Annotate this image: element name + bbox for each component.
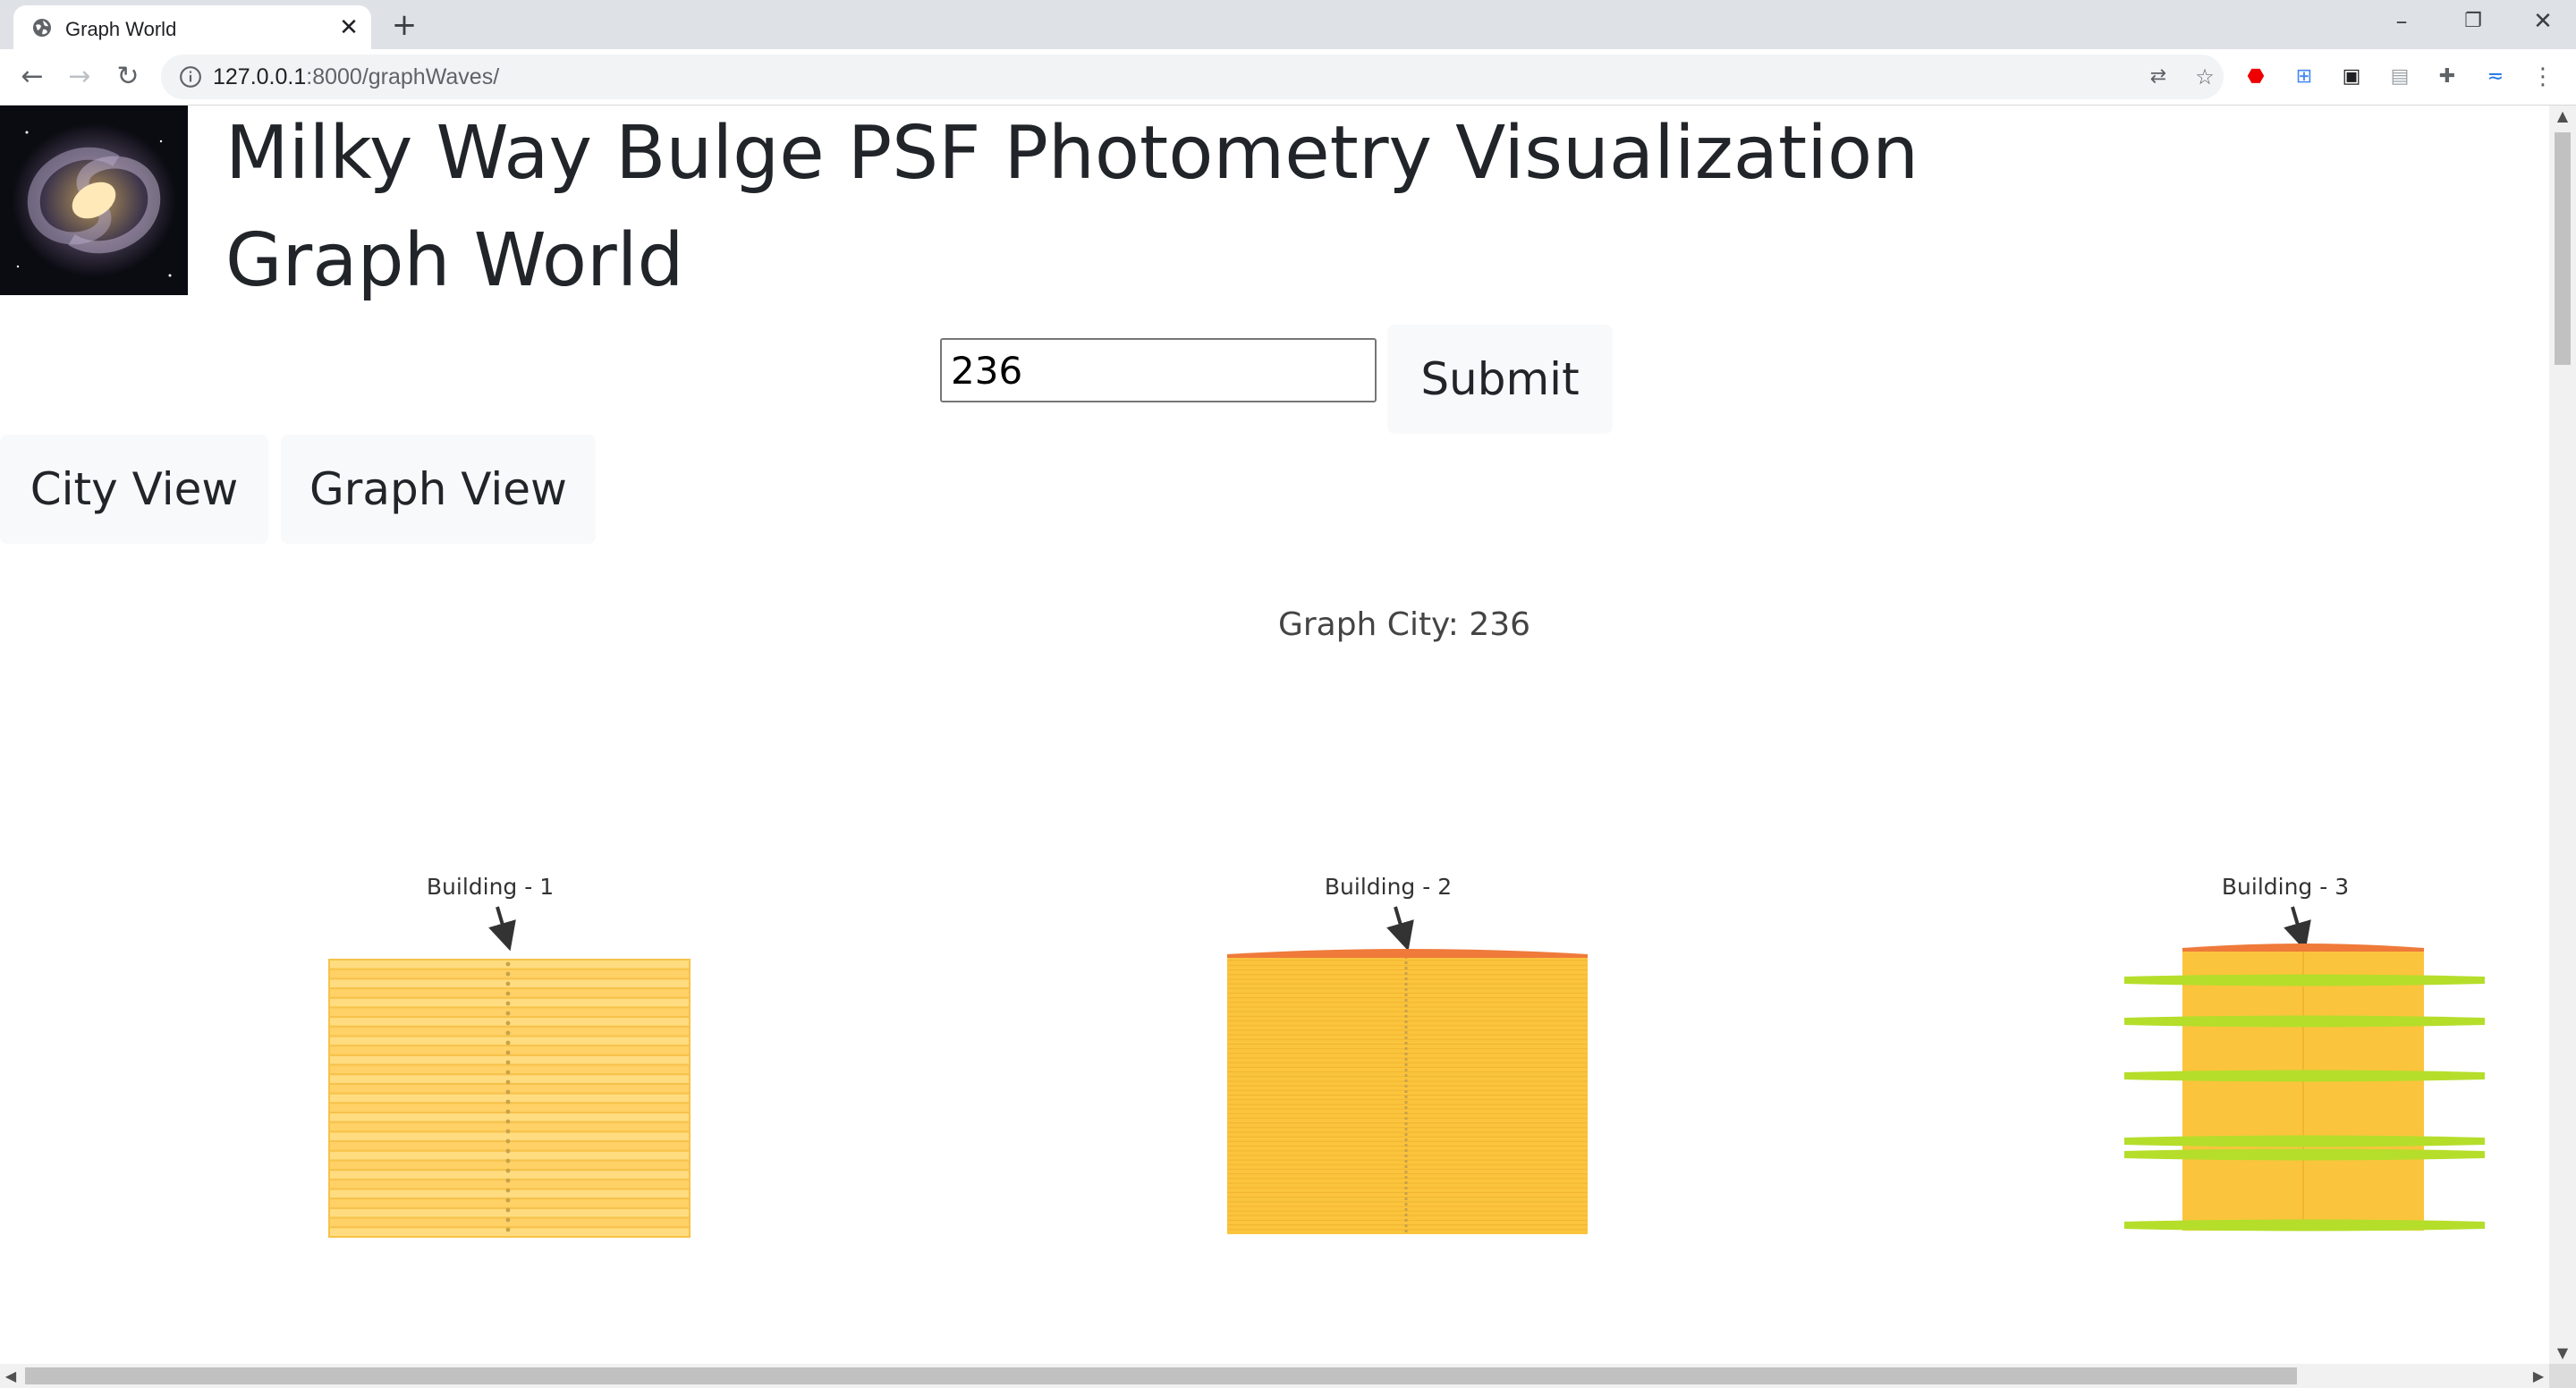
building-spine-dot [505, 1011, 511, 1016]
url-text[interactable]: 127.0.0.1:8000/graphWaves/ [213, 64, 500, 89]
building-ledge [2124, 1135, 2485, 1147]
terminal-extension-icon[interactable]: ▣ [2342, 65, 2361, 88]
tab-title: Graph World [65, 18, 177, 40]
building-spine-dot [505, 1099, 511, 1104]
building-spine-dot [505, 1158, 511, 1164]
building-spine-dot [505, 1217, 511, 1223]
building-spine-dot [505, 981, 511, 986]
page-title: Milky Way Bulge PSF Photometry Visualiza… [225, 111, 1919, 196]
city-scene: Building - 1 Building - 2 Building - 3 [328, 874, 2485, 1238]
scroll-right-icon[interactable]: ▶ [2532, 1367, 2545, 1384]
building-spine-dot [505, 1060, 511, 1065]
scroll-up-icon[interactable]: ▲ [2556, 107, 2569, 124]
window-close-button[interactable]: ✕ [2533, 8, 2553, 35]
horizontal-scroll-thumb[interactable] [25, 1367, 2297, 1384]
translate-icon[interactable]: ⇄ [2149, 65, 2167, 88]
building-ledge [2124, 974, 2485, 986]
vertical-scrollbar[interactable]: ▲ ▼ [2549, 106, 2576, 1364]
building-spine-dot [505, 1119, 511, 1124]
building-ledge [2124, 1070, 2485, 1082]
building-spine-dot [505, 1207, 511, 1213]
building-spine-dot [505, 1168, 511, 1173]
browser-toolbar: ← → ↻ 127.0.0.1:8000/graphWaves/ ⇄ ☆ ⬣ ⊞… [0, 49, 2576, 106]
back-arrow-icon[interactable]: ← [21, 61, 44, 92]
building-spine-dot [505, 1129, 511, 1134]
new-tab-button[interactable]: + [391, 7, 418, 43]
building-arrow [1386, 906, 1414, 952]
scroll-down-icon[interactable]: ▼ [2556, 1344, 2569, 1361]
building-spine-dot [505, 1198, 511, 1203]
city-view-button[interactable]: City View [0, 435, 268, 544]
vertical-scroll-thumb[interactable] [2555, 132, 2571, 365]
building-arrow [2284, 906, 2311, 952]
building-spine-dot [505, 1040, 511, 1045]
building-ledge [2124, 1148, 2485, 1161]
restore-button[interactable]: ❐ [2464, 10, 2482, 32]
puzzle-extensions-icon[interactable]: ✚ [2438, 65, 2456, 88]
globe-icon [33, 19, 51, 37]
building-ledge [2124, 1015, 2485, 1028]
building-spine-dot [505, 1178, 511, 1183]
building-floor [328, 1226, 691, 1238]
info-icon[interactable] [179, 65, 202, 89]
building-spine-dot [505, 1030, 511, 1036]
graph-id-input[interactable] [940, 338, 1377, 402]
reader-extension-icon[interactable]: ▤ [2390, 65, 2410, 88]
building-label: Building - 2 [1325, 874, 1452, 900]
building-spine-dot [505, 1020, 511, 1026]
scroll-left-icon[interactable]: ◀ [4, 1367, 17, 1384]
building-spine-dot [505, 1050, 511, 1055]
page-content: Milky Way Bulge PSF Photometry Visualiza… [0, 106, 2549, 1364]
star-icon[interactable]: ☆ [2195, 64, 2215, 89]
milky-way-logo [0, 106, 188, 295]
adblock-extension-icon[interactable]: ⬣ [2247, 65, 2265, 88]
building-spine-dot [505, 971, 511, 977]
building-label: Building - 1 [427, 874, 554, 900]
profile-extension-icon[interactable]: ≂ [2487, 65, 2504, 88]
browser-tab-strip: Graph World ✕ + – ❐ ✕ [0, 0, 2576, 49]
building-spine-dot [505, 1148, 511, 1154]
scrollbar-corner [2549, 1364, 2576, 1388]
building-arrow [488, 906, 516, 952]
minimize-button[interactable]: – [2395, 8, 2408, 35]
page-subtitle: Graph World [225, 218, 684, 303]
building-spine-dot [505, 1070, 511, 1075]
reload-icon[interactable]: ↻ [116, 61, 140, 92]
horizontal-scrollbar[interactable]: ◀ ▶ [0, 1364, 2549, 1388]
submit-button[interactable]: Submit [1387, 325, 1613, 434]
building-spine-dot [505, 1138, 511, 1144]
building-1: Building - 1 [328, 874, 691, 1238]
forward-arrow-icon[interactable]: → [68, 61, 91, 92]
graph-view-button[interactable]: Graph View [281, 435, 596, 544]
building-spine-dot [505, 991, 511, 996]
building-ledge [2124, 1219, 2485, 1231]
building-spine-dot [505, 1227, 511, 1232]
building-roof [1226, 949, 1589, 958]
building-2: Building - 2 [1226, 874, 1589, 1234]
translate-extension-icon[interactable]: ⊞ [2295, 65, 2313, 88]
building-label: Building - 3 [2222, 874, 2349, 900]
building-roof [2182, 944, 2425, 952]
building-spine-dot [505, 1089, 511, 1095]
graph-city-caption: Graph City: 236 [1277, 606, 1531, 643]
building-spine-dot [505, 961, 511, 967]
close-icon[interactable]: ✕ [339, 14, 359, 41]
building-spine-dot [505, 1188, 511, 1193]
building-spine-dot [505, 1001, 511, 1006]
more-menu-icon[interactable]: ⋮ [2531, 63, 2555, 90]
building-spine-dot [505, 1109, 511, 1114]
building-3: Building - 3 [2124, 874, 2485, 1231]
address-bar[interactable]: 127.0.0.1:8000/graphWaves/ ⇄ ☆ [161, 55, 2224, 99]
building-spine-dot [505, 1079, 511, 1085]
browser-tab[interactable]: Graph World ✕ [13, 5, 371, 49]
